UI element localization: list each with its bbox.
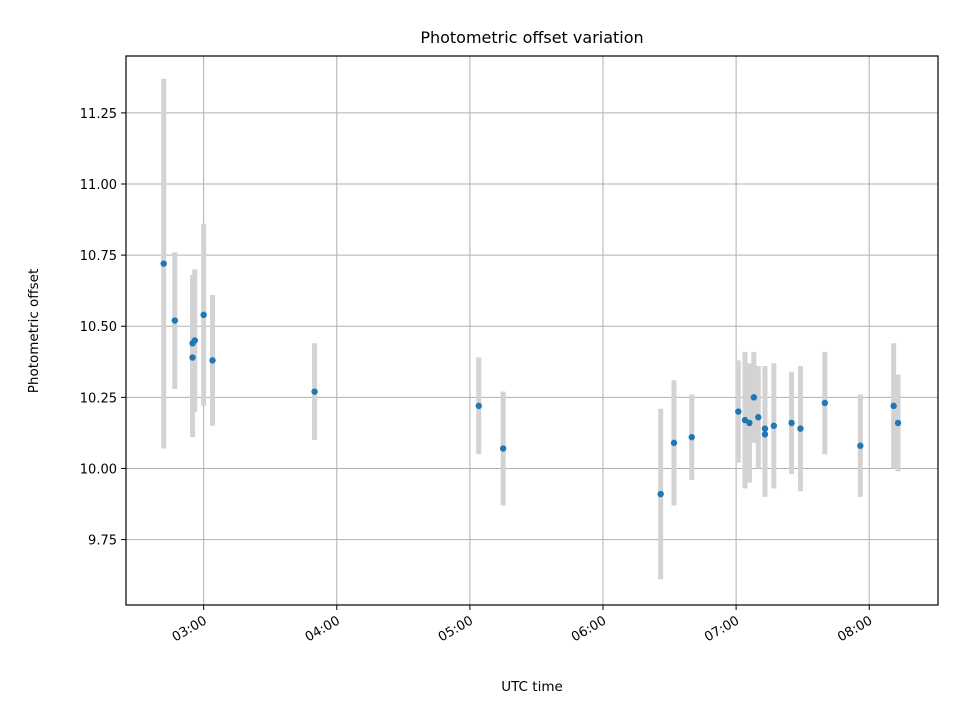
x-axis-label: UTC time — [501, 679, 563, 695]
grid — [126, 56, 938, 605]
x-tick-label: 04:00 — [303, 613, 343, 645]
data-point — [475, 402, 482, 410]
data-point — [735, 408, 742, 415]
plot-frame — [125, 55, 939, 606]
data-point — [770, 422, 778, 429]
data-point — [788, 419, 795, 427]
x-tick-label: 06:00 — [569, 613, 609, 645]
data-point — [857, 442, 864, 449]
y-tick-label: 10.50 — [80, 320, 117, 335]
data-point — [200, 311, 207, 319]
x-tick-label: 05:00 — [436, 613, 476, 645]
data-point — [750, 394, 758, 401]
data-point — [894, 419, 902, 427]
data-point — [688, 433, 695, 441]
chart-title: Photometric offset variation — [420, 28, 643, 47]
data-point — [189, 354, 196, 361]
y-tick-label: 10.25 — [80, 391, 117, 406]
y-axis-label: Photometric offset — [26, 269, 42, 393]
y-tick-label: 10.75 — [80, 249, 117, 264]
y-axis-ticks: 9.75 10.00 10.25 10.50 10.75 11.00 11.25 — [80, 107, 126, 549]
data-point — [657, 490, 664, 498]
y-tick-label: 11.00 — [80, 178, 117, 193]
data-point — [797, 425, 804, 432]
data-point — [499, 445, 507, 452]
x-tick-label: 03:00 — [170, 613, 210, 645]
data-point — [209, 357, 216, 364]
data-point — [311, 388, 318, 395]
data-point — [755, 414, 762, 421]
data-point — [160, 260, 167, 267]
data-point — [191, 337, 198, 344]
y-tick-label: 9.75 — [88, 534, 117, 549]
x-axis-ticks: 03:00 04:00 05:00 06:00 07:00 08:00 — [170, 605, 875, 645]
data-point — [890, 402, 897, 410]
x-tick-label: 08:00 — [835, 613, 875, 645]
data-point — [821, 399, 829, 407]
y-tick-label: 11.25 — [80, 107, 117, 122]
data-point — [761, 431, 769, 438]
y-tick-label: 10.00 — [80, 462, 117, 477]
data-point — [670, 439, 678, 447]
data-point — [761, 425, 769, 432]
data-points — [160, 260, 902, 498]
x-tick-label: 07:00 — [702, 613, 742, 645]
data-point — [746, 419, 753, 427]
error-bars — [161, 78, 901, 580]
data-point — [171, 317, 179, 324]
